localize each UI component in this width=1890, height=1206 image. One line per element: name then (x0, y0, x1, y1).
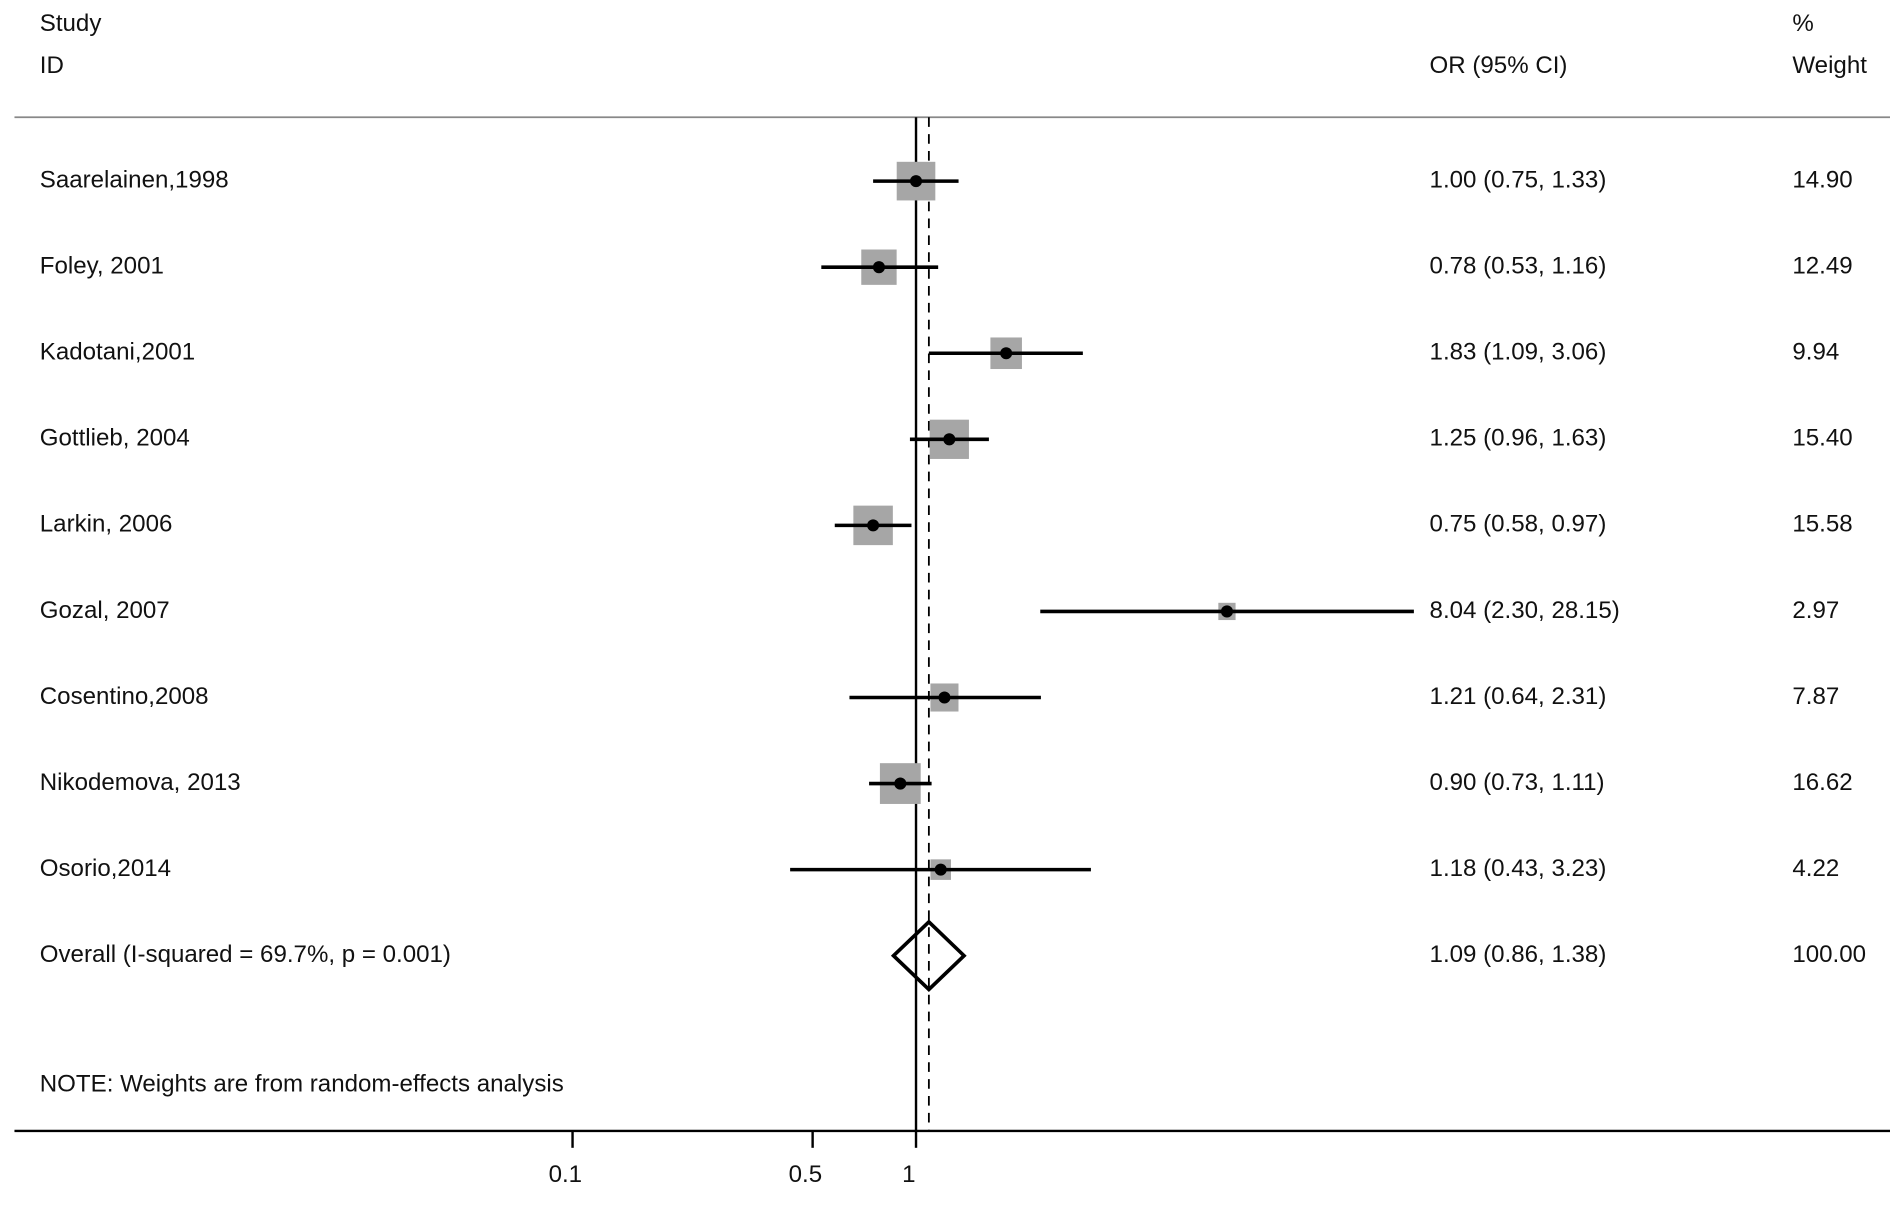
x-tick-label: 0.1 (549, 1161, 583, 1188)
or-label: 8.04 (2.30, 28.15) (1430, 597, 1620, 624)
weight-label: 2.97 (1792, 597, 1839, 624)
or-label: 1.18 (0.43, 3.23) (1430, 855, 1607, 882)
or-label: 1.00 (0.75, 1.33) (1430, 166, 1607, 193)
weight-label: 15.58 (1792, 511, 1852, 538)
weight-label: 14.90 (1792, 166, 1852, 193)
or-label: 1.83 (1.09, 3.06) (1430, 339, 1607, 366)
point-estimate (943, 433, 956, 446)
overall-label: Overall (I-squared = 69.7%, p = 0.001) (40, 941, 451, 968)
study-label: Larkin, 2006 (40, 511, 173, 538)
study-label: Cosentino,2008 (40, 683, 209, 710)
header-pct: % (1792, 10, 1813, 37)
weight-label: 15.40 (1792, 425, 1852, 452)
study-label: Gozal, 2007 (40, 597, 170, 624)
study-label: Nikodemova, 2013 (40, 769, 241, 796)
or-label: 0.78 (0.53, 1.16) (1430, 253, 1607, 280)
or-label: 0.75 (0.58, 0.97) (1430, 511, 1607, 538)
weight-label: 7.87 (1792, 683, 1839, 710)
x-tick-label: 0.5 (789, 1161, 823, 1188)
note: NOTE: Weights are from random-effects an… (40, 1071, 564, 1098)
overall-diamond (890, 919, 967, 992)
study-label: Kadotani,2001 (40, 339, 195, 366)
header-id: ID (40, 52, 64, 79)
point-estimate (1000, 347, 1013, 360)
point-estimate (1220, 605, 1233, 618)
point-estimate (872, 261, 885, 274)
weight-label: 9.94 (1792, 339, 1839, 366)
header-effect: OR (95% CI) (1430, 52, 1568, 79)
point-estimate (938, 691, 951, 704)
overall-or-label: 1.09 (0.86, 1.38) (1430, 941, 1607, 968)
or-label: 0.90 (0.73, 1.11) (1430, 769, 1605, 796)
x-tick-label: 1 (902, 1161, 915, 1188)
point-estimate (909, 175, 923, 188)
study-label: Gottlieb, 2004 (40, 425, 190, 452)
point-estimate (867, 519, 880, 532)
weight-label: 4.22 (1792, 855, 1839, 882)
weight-label: 16.62 (1792, 769, 1852, 796)
point-estimate (934, 863, 947, 876)
or-label: 1.21 (0.64, 2.31) (1430, 683, 1607, 710)
point-estimate (894, 777, 907, 790)
study-label: Osorio,2014 (40, 855, 171, 882)
study-label: Foley, 2001 (40, 253, 164, 280)
weight-label: 12.49 (1792, 253, 1852, 280)
header-study: Study (40, 10, 102, 37)
header-weight: Weight (1792, 52, 1867, 79)
or-label: 1.25 (0.96, 1.63) (1430, 425, 1607, 452)
overall-weight-label: 100.00 (1792, 941, 1866, 968)
study-label: Saarelainen,1998 (40, 166, 229, 193)
